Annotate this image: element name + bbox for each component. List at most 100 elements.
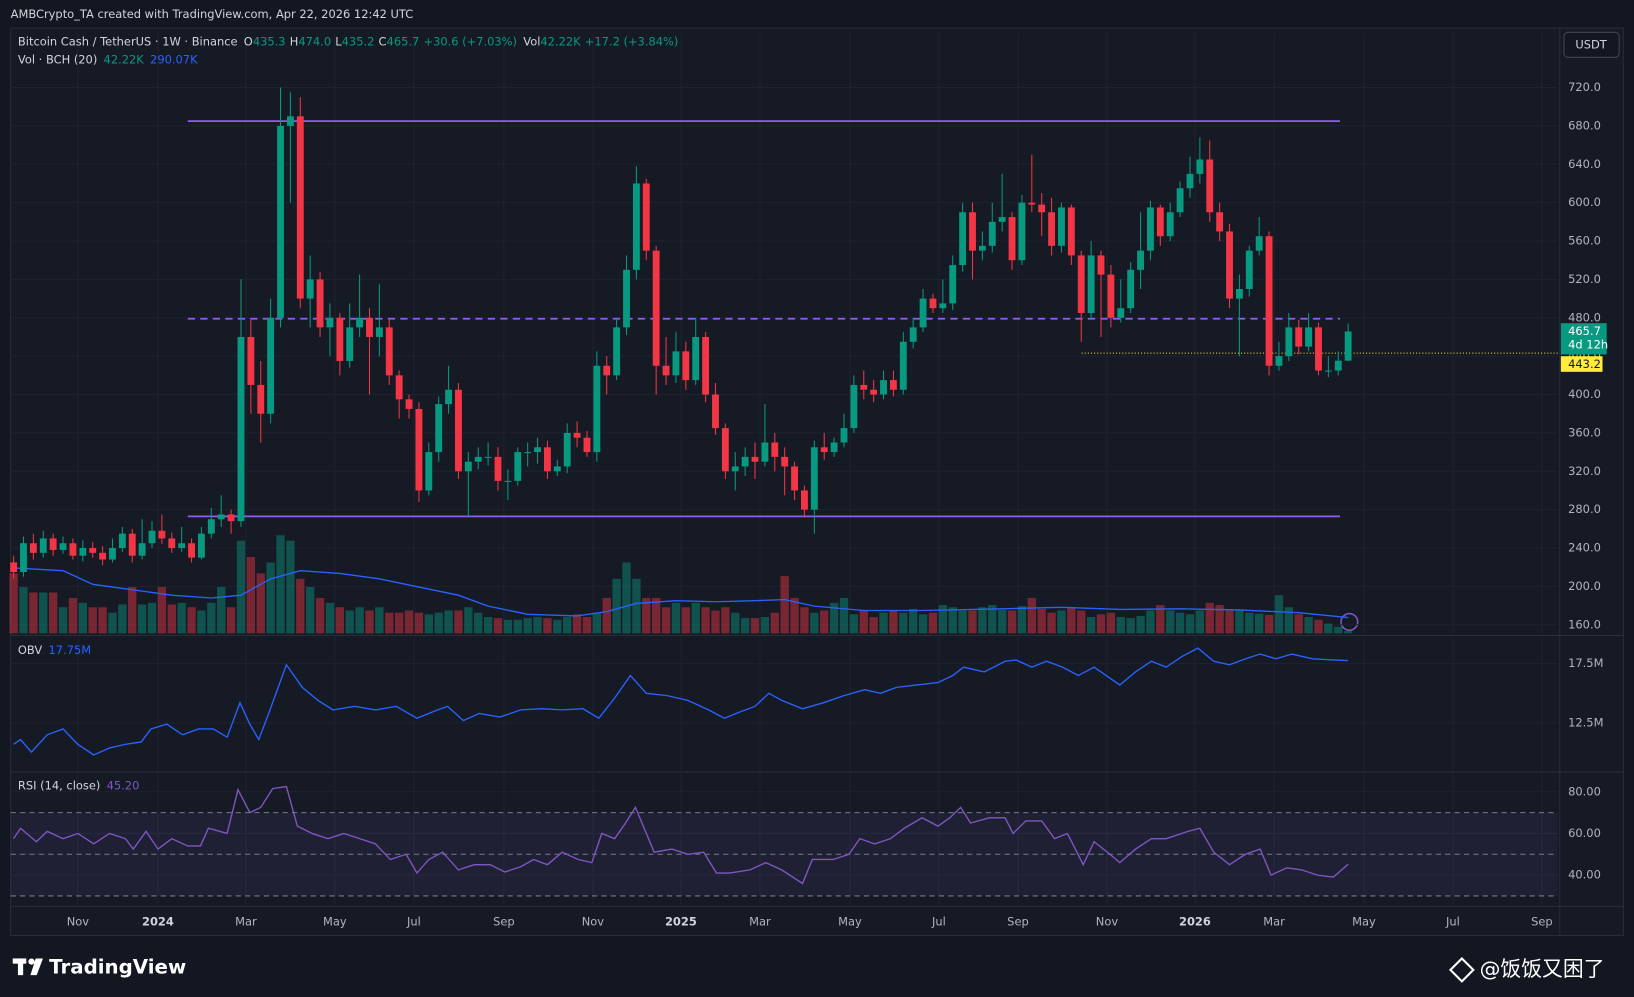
volume-bar	[879, 612, 888, 634]
candle-body	[623, 269, 630, 328]
legend-key: L	[335, 34, 342, 48]
volume-bar	[424, 614, 433, 634]
candle-body	[1344, 331, 1352, 361]
indicator-title: OBV	[18, 643, 42, 657]
volume-bar	[1294, 614, 1303, 634]
volume-bar	[1304, 617, 1313, 634]
volume-bar	[1255, 613, 1264, 634]
candle-body	[613, 327, 621, 376]
x-tick-label: May	[838, 914, 862, 928]
candle-body	[761, 442, 769, 462]
volume-bar	[1334, 626, 1343, 634]
candle-body	[1315, 327, 1322, 371]
volume-bar	[1175, 612, 1185, 634]
candle-body	[692, 336, 700, 381]
last-price-label: 465.7	[1568, 324, 1601, 338]
volume-bar	[1057, 610, 1066, 634]
candle-body	[1265, 236, 1273, 366]
indicator-value: 17.75M	[49, 643, 92, 657]
candle-body	[830, 442, 838, 453]
candle-body	[474, 456, 482, 462]
volume-bar	[88, 607, 97, 634]
volume-bar	[1027, 597, 1036, 634]
volume-bar	[1136, 615, 1145, 634]
candle-body	[69, 543, 77, 556]
candle-body	[366, 317, 373, 337]
candle-body	[652, 250, 660, 366]
y-tick-label: 17.5M	[1568, 656, 1603, 670]
indicator-legend: RSI (14, close) 45.20	[18, 778, 139, 792]
volume-bar	[306, 587, 315, 634]
volume-bar	[1284, 607, 1294, 634]
candle-body	[425, 452, 433, 491]
legend-key: O	[244, 34, 253, 48]
candle-body	[286, 116, 294, 126]
candle-body	[1087, 255, 1095, 313]
volume-bar	[197, 610, 206, 634]
candle-body	[1166, 212, 1174, 237]
volume-bar	[889, 610, 898, 634]
candle-body	[504, 480, 512, 482]
y-tick-label: 280.0	[1568, 502, 1601, 516]
candle-body	[1255, 236, 1263, 251]
volume-bar	[671, 602, 681, 634]
volume-bar	[820, 610, 829, 634]
volume-bar	[938, 605, 948, 634]
indicator-value: 45.20	[107, 778, 140, 792]
candle-body	[514, 452, 522, 481]
y-tick-label: 40.00	[1568, 868, 1601, 882]
volume-bar	[474, 612, 483, 634]
candle-body	[1206, 159, 1214, 213]
candle-body	[860, 384, 868, 390]
grid	[10, 33, 1558, 907]
volume-bar	[1086, 617, 1096, 634]
candle-body	[919, 298, 927, 328]
candle-body	[959, 212, 967, 266]
volume-bar	[236, 540, 246, 634]
volume-bar	[345, 610, 354, 634]
candle-body	[316, 279, 324, 328]
legend-vol-change: +17.2 (+3.84%)	[585, 34, 679, 48]
volume-bar	[790, 597, 799, 634]
x-tick-label: Sep	[1007, 914, 1029, 928]
volume-bar	[968, 610, 977, 634]
x-tick-label: 2026	[1179, 914, 1211, 928]
volume-bar	[810, 612, 819, 634]
volume-bar	[1146, 610, 1155, 634]
volume-bar	[286, 540, 295, 634]
legend-value: 465.7	[387, 34, 420, 48]
candle-body	[998, 217, 1006, 222]
candle-body	[1127, 269, 1135, 309]
legend-change: +30.6 (+7.03%)	[423, 34, 517, 48]
x-tick-label: Nov	[582, 914, 605, 928]
volume-bar	[187, 607, 196, 634]
volume-bar	[157, 587, 167, 634]
candle-body	[543, 447, 551, 472]
candle-body	[207, 519, 215, 534]
candle-body	[188, 543, 195, 558]
candle-body	[415, 408, 423, 491]
candle-body	[820, 447, 828, 453]
y-tick-label: 640.0	[1568, 157, 1601, 171]
volume-bar	[385, 612, 394, 634]
candle-body	[771, 442, 779, 457]
volume-bar	[918, 614, 928, 634]
candle-body	[1067, 207, 1075, 256]
indicator-legend: OBV 17.75M	[18, 643, 91, 657]
countdown-label: 4d 12h	[1568, 338, 1608, 352]
volume-bar	[1195, 610, 1205, 634]
volume-bar	[78, 602, 87, 634]
y-tick-label: 12.5M	[1568, 715, 1603, 729]
volume-bar	[760, 617, 770, 634]
volume-bar	[68, 597, 78, 634]
candle-body	[1235, 289, 1243, 299]
volume-bar	[375, 607, 384, 634]
volume-bar	[681, 607, 690, 634]
volume-bar	[1116, 617, 1125, 634]
alert-price-box	[1560, 356, 1603, 372]
candle-body	[1028, 202, 1036, 205]
candle-body	[494, 456, 502, 481]
legend-vol-key: Vol	[523, 34, 540, 48]
volume-bar	[1047, 612, 1056, 634]
candle-body	[484, 456, 492, 458]
